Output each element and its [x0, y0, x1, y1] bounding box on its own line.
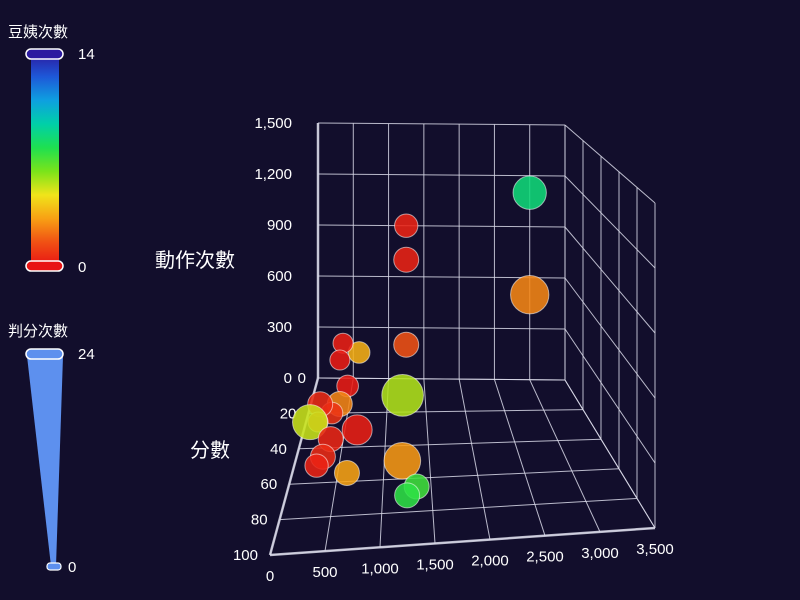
y-tick-label: 600	[267, 268, 292, 285]
back-wall-gridline	[317, 326, 566, 330]
floor-gridline	[308, 409, 584, 414]
side-wall-gridline	[564, 328, 656, 464]
size-scale-bar	[27, 356, 63, 566]
color-scale-min-handle	[25, 260, 64, 272]
color-scale-min-label: 0	[78, 259, 86, 276]
y-tick-label: 0	[284, 370, 292, 387]
size-scale-min-label: 0	[68, 559, 76, 576]
z-axis-line	[269, 526, 656, 557]
y-axis-title: 動作次數	[155, 249, 235, 272]
z-tick-label: 2,500	[526, 549, 564, 566]
z-tick-label: 0	[266, 568, 274, 585]
size-scale-title: 判分次數	[8, 323, 68, 340]
back-wall-gridline	[317, 173, 566, 177]
data-point	[329, 349, 351, 371]
data-point	[512, 175, 547, 210]
size-scale-min-handle	[46, 562, 62, 571]
data-point	[393, 331, 420, 358]
y-tick-label: 300	[267, 319, 292, 336]
z-tick-label: 1,000	[361, 560, 399, 577]
y-tick-label: 1,200	[254, 166, 292, 183]
data-point	[333, 459, 360, 486]
floor-gridline	[423, 378, 436, 544]
floor-gridline	[564, 379, 656, 529]
color-scale-title: 豆姨次數	[8, 24, 68, 41]
y-tick-label: 900	[267, 217, 292, 234]
floor-gridline	[529, 379, 601, 533]
side-wall-gridline	[564, 175, 656, 269]
x-tick-label: 0	[298, 370, 306, 387]
color-scale-max-label: 14	[78, 46, 95, 63]
color-scale-bar	[31, 53, 59, 266]
data-point	[304, 453, 329, 478]
y-tick-label: 1,500	[254, 115, 292, 132]
side-wall-gridline	[564, 277, 656, 399]
x-tick-label: 80	[251, 512, 268, 529]
size-scale-max-label: 24	[78, 346, 95, 363]
floor-gridline	[458, 379, 491, 540]
z-tick-label: 1,500	[416, 556, 454, 573]
x-tick-label: 20	[280, 405, 297, 422]
data-point	[394, 482, 421, 509]
data-point	[394, 213, 419, 238]
z-tick-label: 3,500	[636, 541, 674, 558]
x-tick-label: 40	[270, 441, 287, 458]
floor-gridline	[279, 497, 638, 521]
back-wall-gridline	[317, 122, 566, 126]
z-tick-label: 3,000	[581, 545, 619, 562]
x-tick-label: 100	[233, 547, 258, 564]
back-wall-gridline	[317, 224, 566, 228]
floor-gridline	[493, 379, 546, 536]
data-point	[292, 404, 329, 441]
side-wall-gridline	[564, 226, 656, 334]
z-tick-label: 2,000	[471, 553, 509, 570]
floor-gridline	[317, 377, 566, 381]
size-scale-max-handle	[25, 348, 64, 360]
data-point	[347, 341, 371, 364]
data-point	[381, 374, 424, 417]
data-point	[383, 441, 422, 480]
data-point	[341, 414, 373, 446]
data-point	[393, 246, 420, 273]
side-wall-gridline	[564, 124, 656, 204]
x-tick-label: 60	[261, 476, 278, 493]
x-axis-title: 分數	[190, 439, 230, 462]
color-scale-max-handle	[25, 48, 64, 60]
z-tick-label: 500	[312, 564, 337, 581]
floor-gridline	[298, 438, 602, 450]
data-point	[510, 275, 550, 315]
